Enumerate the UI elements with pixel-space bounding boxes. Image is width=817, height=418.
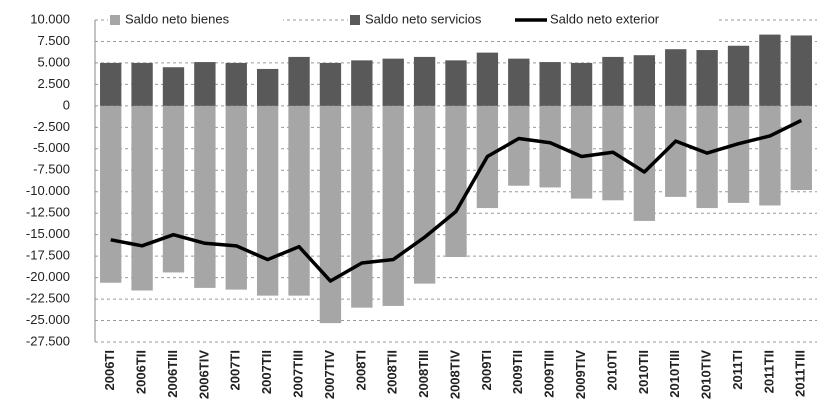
bar xyxy=(696,50,718,106)
legend-bg xyxy=(533,11,718,29)
bar xyxy=(445,60,467,106)
line xyxy=(110,118,803,283)
y-tick-label: 0 xyxy=(63,97,70,112)
x-tick-label: 2011TI xyxy=(730,350,745,390)
bar xyxy=(696,105,718,209)
bar xyxy=(351,60,373,106)
y-tick-label: 10.000 xyxy=(30,11,70,26)
x-tick-label: 2006TIII xyxy=(165,350,180,398)
bar xyxy=(413,105,436,284)
bar xyxy=(602,56,624,106)
bar xyxy=(288,56,310,106)
bar xyxy=(162,105,185,273)
x-tick-label: 2009TII xyxy=(510,350,525,394)
legend-label: Saldo neto exterior xyxy=(550,11,660,26)
bar xyxy=(382,58,404,106)
x-tick-label: 2010TII xyxy=(636,350,651,394)
bar xyxy=(633,55,656,106)
bar xyxy=(225,105,247,290)
legend-label: Saldo neto servicios xyxy=(365,11,482,26)
bar xyxy=(351,105,373,308)
bar xyxy=(131,105,153,291)
bar xyxy=(570,105,593,199)
x-tick-label: 2009TIII xyxy=(542,350,557,398)
x-tick-label: 2007TII xyxy=(259,350,274,394)
x-tick-label: 2010TI xyxy=(604,350,619,390)
x-tick-label: 2007TIII xyxy=(290,350,305,398)
y-tick-label: 5.000 xyxy=(37,54,70,69)
bar xyxy=(539,62,561,106)
bar xyxy=(288,105,310,296)
bar xyxy=(413,56,436,106)
bar xyxy=(194,62,216,106)
bar xyxy=(665,105,687,197)
bar xyxy=(256,105,279,296)
x-tick-label: 2006TI xyxy=(102,350,117,390)
bar xyxy=(100,62,122,106)
bar xyxy=(790,105,812,191)
x-tick-label: 2011TIII xyxy=(793,350,808,397)
bar xyxy=(476,52,499,106)
bar xyxy=(131,62,153,106)
bar xyxy=(194,105,216,288)
x-tick-label: 2008TIV xyxy=(447,350,462,399)
bar xyxy=(665,49,687,106)
bar xyxy=(162,67,185,106)
bar xyxy=(225,62,247,106)
x-tick-label: 2007TIV xyxy=(322,350,337,399)
x-tick-label: 2008TII xyxy=(385,350,400,394)
bar xyxy=(508,105,530,186)
bar xyxy=(256,68,279,106)
legend-item: Saldo neto servicios xyxy=(348,11,523,29)
x-tick-label: 2006TIV xyxy=(196,350,211,399)
y-tick-label: -25.000 xyxy=(26,312,70,327)
legend-item: Saldo neto bienes xyxy=(108,11,283,29)
legend-bg xyxy=(108,11,283,29)
x-tick-label: 2008TIII xyxy=(416,350,431,398)
bar xyxy=(633,105,656,221)
bar xyxy=(319,105,342,324)
x-tick-label: 2009TI xyxy=(479,350,494,390)
y-tick-label: -20.000 xyxy=(26,269,70,284)
bar xyxy=(508,58,530,106)
bar xyxy=(570,62,593,106)
bar xyxy=(319,62,342,106)
y-tick-label: -7.500 xyxy=(33,162,70,177)
y-tick-label: 2.500 xyxy=(37,76,70,91)
bar xyxy=(539,105,561,188)
y-tick-label: -27.500 xyxy=(26,333,70,348)
legend-item: Saldo neto exterior xyxy=(515,11,718,29)
x-tick-label: 2008TI xyxy=(353,350,368,390)
bar xyxy=(445,105,467,257)
x-tick-label: 2010TIV xyxy=(699,350,714,399)
y-tick-label: -22.500 xyxy=(26,291,70,306)
bar xyxy=(759,34,781,106)
legend-swatch xyxy=(110,15,120,25)
legend-swatch xyxy=(350,15,360,25)
bar xyxy=(727,45,750,106)
x-tick-label: 2010TIII xyxy=(667,350,682,398)
x-tick-label: 2006TII xyxy=(134,350,149,394)
x-tick-label: 2009TIV xyxy=(573,350,588,399)
y-tick-label: 7.500 xyxy=(37,33,70,48)
bar xyxy=(100,105,122,283)
bar xyxy=(727,105,750,203)
bar xyxy=(790,35,812,106)
y-tick-label: -12.500 xyxy=(26,205,70,220)
bar xyxy=(759,105,781,206)
y-tick-label: -17.500 xyxy=(26,248,70,263)
bar xyxy=(382,105,404,306)
x-tick-label: 2007TI xyxy=(228,350,243,390)
x-tick-label: 2011TII xyxy=(761,350,776,393)
y-tick-label: -10.000 xyxy=(26,183,70,198)
y-tick-label: -2.500 xyxy=(33,119,70,134)
y-tick-label: -5.000 xyxy=(33,140,70,155)
y-tick-label: -15.000 xyxy=(26,226,70,241)
legend-bg xyxy=(348,11,523,29)
legend-label: Saldo neto bienes xyxy=(125,11,230,26)
